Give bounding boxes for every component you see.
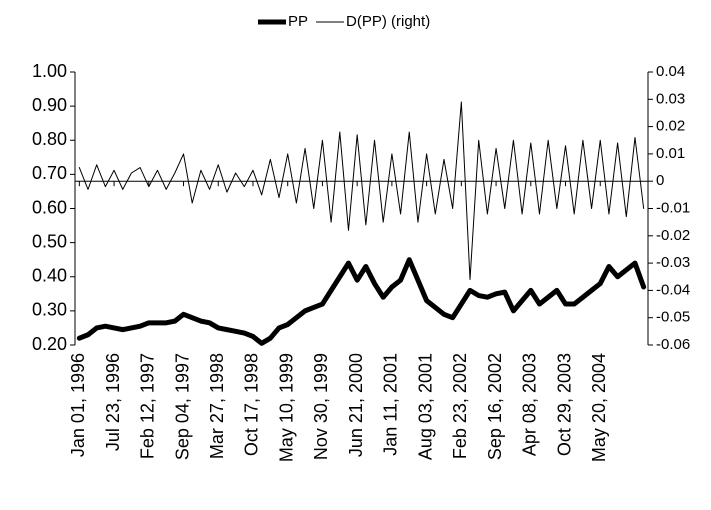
legend-label: D(PP) (right)	[346, 13, 430, 30]
y-tick-label: 0.80	[32, 129, 67, 149]
y-tick-label: 0.60	[32, 197, 67, 217]
y2-tick-label: -0.05	[656, 309, 690, 326]
x-tick-label: May 10, 1999	[276, 353, 296, 462]
x-tick-label: Sep 16, 2002	[485, 353, 505, 460]
y2-tick-label: -0.03	[656, 254, 690, 271]
x-tick-label: Feb 23, 2002	[450, 353, 470, 459]
legend-label: PP	[288, 13, 308, 30]
x-tick-label: Apr 08, 2003	[520, 353, 540, 456]
y2-tick-label: 0.02	[656, 118, 685, 135]
x-tick-label: Jan 01, 1996	[68, 353, 88, 457]
y2-tick-label: 0.01	[656, 145, 685, 162]
x-tick-label: Jan 11, 2001	[381, 353, 401, 456]
y2-tick-label: -0.01	[656, 199, 690, 216]
y2-tick-label: -0.06	[656, 336, 690, 353]
x-tick-label: Oct 17, 1998	[242, 353, 262, 456]
y2-tick-label: 0	[656, 172, 664, 189]
x-tick-label: May 20, 2004	[589, 353, 609, 462]
x-tick-label: Mar 27, 1998	[207, 353, 227, 459]
y-tick-label: 0.30	[32, 300, 67, 320]
y2-tick-label: -0.04	[656, 281, 690, 298]
x-tick-label: Oct 29, 2003	[554, 353, 574, 456]
y2-tick-label: 0.04	[656, 63, 685, 80]
y-tick-label: 0.70	[32, 163, 67, 183]
x-tick-label: Sep 04, 1997	[172, 353, 192, 460]
y-tick-label: 0.40	[32, 266, 67, 286]
x-tick-label: Jul 23, 1996	[103, 353, 123, 451]
series-line	[76, 257, 647, 346]
series-line	[78, 101, 645, 280]
y-tick-label: 0.50	[32, 231, 67, 251]
y-tick-label: 1.00	[32, 61, 67, 81]
x-tick-label: Feb 12, 1997	[138, 353, 158, 459]
y-tick-label: 0.90	[32, 95, 67, 115]
y2-tick-label: -0.02	[656, 227, 690, 244]
y-tick-label: 0.20	[32, 334, 67, 354]
x-tick-label: Nov 30, 1999	[311, 353, 331, 460]
x-tick-label: Aug 03, 2001	[415, 353, 435, 460]
y2-tick-label: 0.03	[656, 90, 685, 107]
x-tick-label: Jun 21, 2000	[346, 353, 366, 457]
